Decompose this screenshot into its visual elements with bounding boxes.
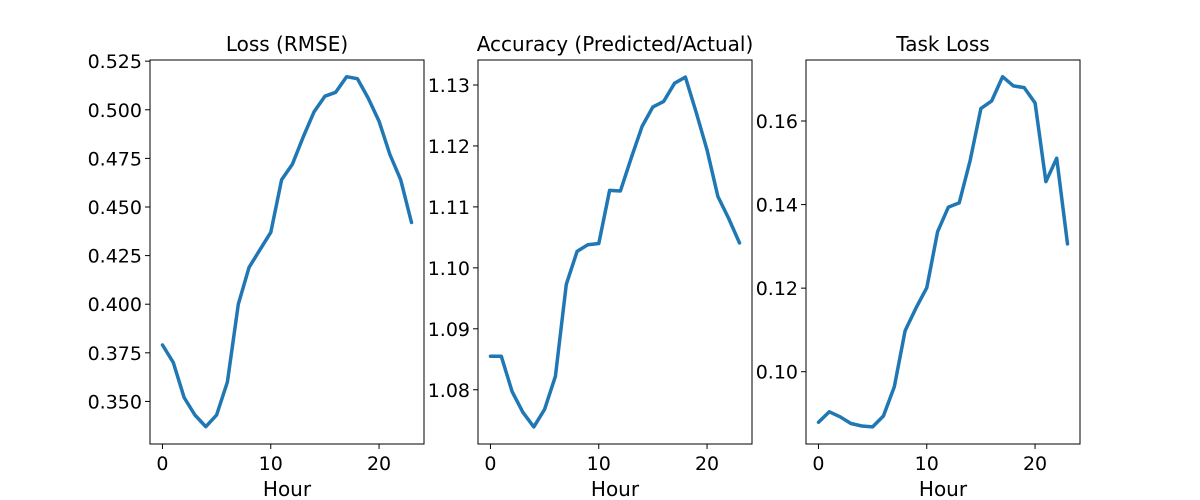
- x-axis-label: Hour: [591, 477, 640, 500]
- y-tick-label: 0.525: [88, 51, 142, 73]
- chart-title: Loss (RMSE): [226, 32, 348, 56]
- y-tick-label: 0.14: [756, 195, 798, 217]
- plot-frame: [149, 59, 425, 445]
- y-tick-label: 0.450: [88, 197, 142, 219]
- y-tick-label: 1.09: [428, 319, 470, 341]
- chart-panel-1: Loss (RMSE) Hour 0 10 20 0.350 0.375 0.400 0.425…: [88, 32, 425, 500]
- series-line: [160, 74, 414, 429]
- x-tick-label: 20: [367, 453, 391, 475]
- x-tick-label: 0: [484, 453, 496, 475]
- y-tick-label: 1.13: [428, 75, 470, 97]
- chart-title: Task Loss: [895, 32, 989, 56]
- x-tick-label: 10: [915, 453, 939, 475]
- y-tick-label: 0.500: [88, 100, 142, 122]
- y-tick-label: 0.375: [88, 343, 142, 365]
- y-tick-label: 0.350: [88, 391, 142, 413]
- x-axis-label: Hour: [263, 477, 312, 500]
- chart-panel-3: Task Loss Hour 0 10 20 0.10 0.12 0.14 0.16: [756, 32, 1081, 500]
- plot-frame: [477, 59, 753, 445]
- y-tick-label: 0.425: [88, 246, 142, 268]
- x-tick-label: 0: [156, 453, 168, 475]
- y-tick-label: 0.475: [88, 148, 142, 170]
- plot-frame: [805, 59, 1081, 445]
- y-tick-label: 0.10: [756, 362, 798, 384]
- y-tick-label: 1.11: [428, 197, 470, 219]
- chart-title: Accuracy (Predicted/Actual): [477, 32, 754, 56]
- x-tick-label: 20: [695, 453, 719, 475]
- y-tick-label: 0.12: [756, 278, 798, 300]
- y-tick-label: 1.08: [428, 380, 470, 402]
- x-tick-label: 0: [812, 453, 824, 475]
- series-line: [488, 75, 742, 429]
- series-line: [816, 74, 1070, 429]
- x-tick-label: 10: [587, 453, 611, 475]
- y-tick-label: 1.12: [428, 136, 470, 158]
- x-tick-label: 20: [1023, 453, 1047, 475]
- x-axis-label: Hour: [919, 477, 968, 500]
- chart-panel-2: Accuracy (Predicted/Actual) Hour 0 10 20 1.08…: [428, 32, 754, 500]
- x-tick-label: 10: [259, 453, 283, 475]
- y-tick-label: 0.400: [88, 294, 142, 316]
- y-tick-label: 1.10: [428, 258, 470, 280]
- y-tick-label: 0.16: [756, 111, 798, 133]
